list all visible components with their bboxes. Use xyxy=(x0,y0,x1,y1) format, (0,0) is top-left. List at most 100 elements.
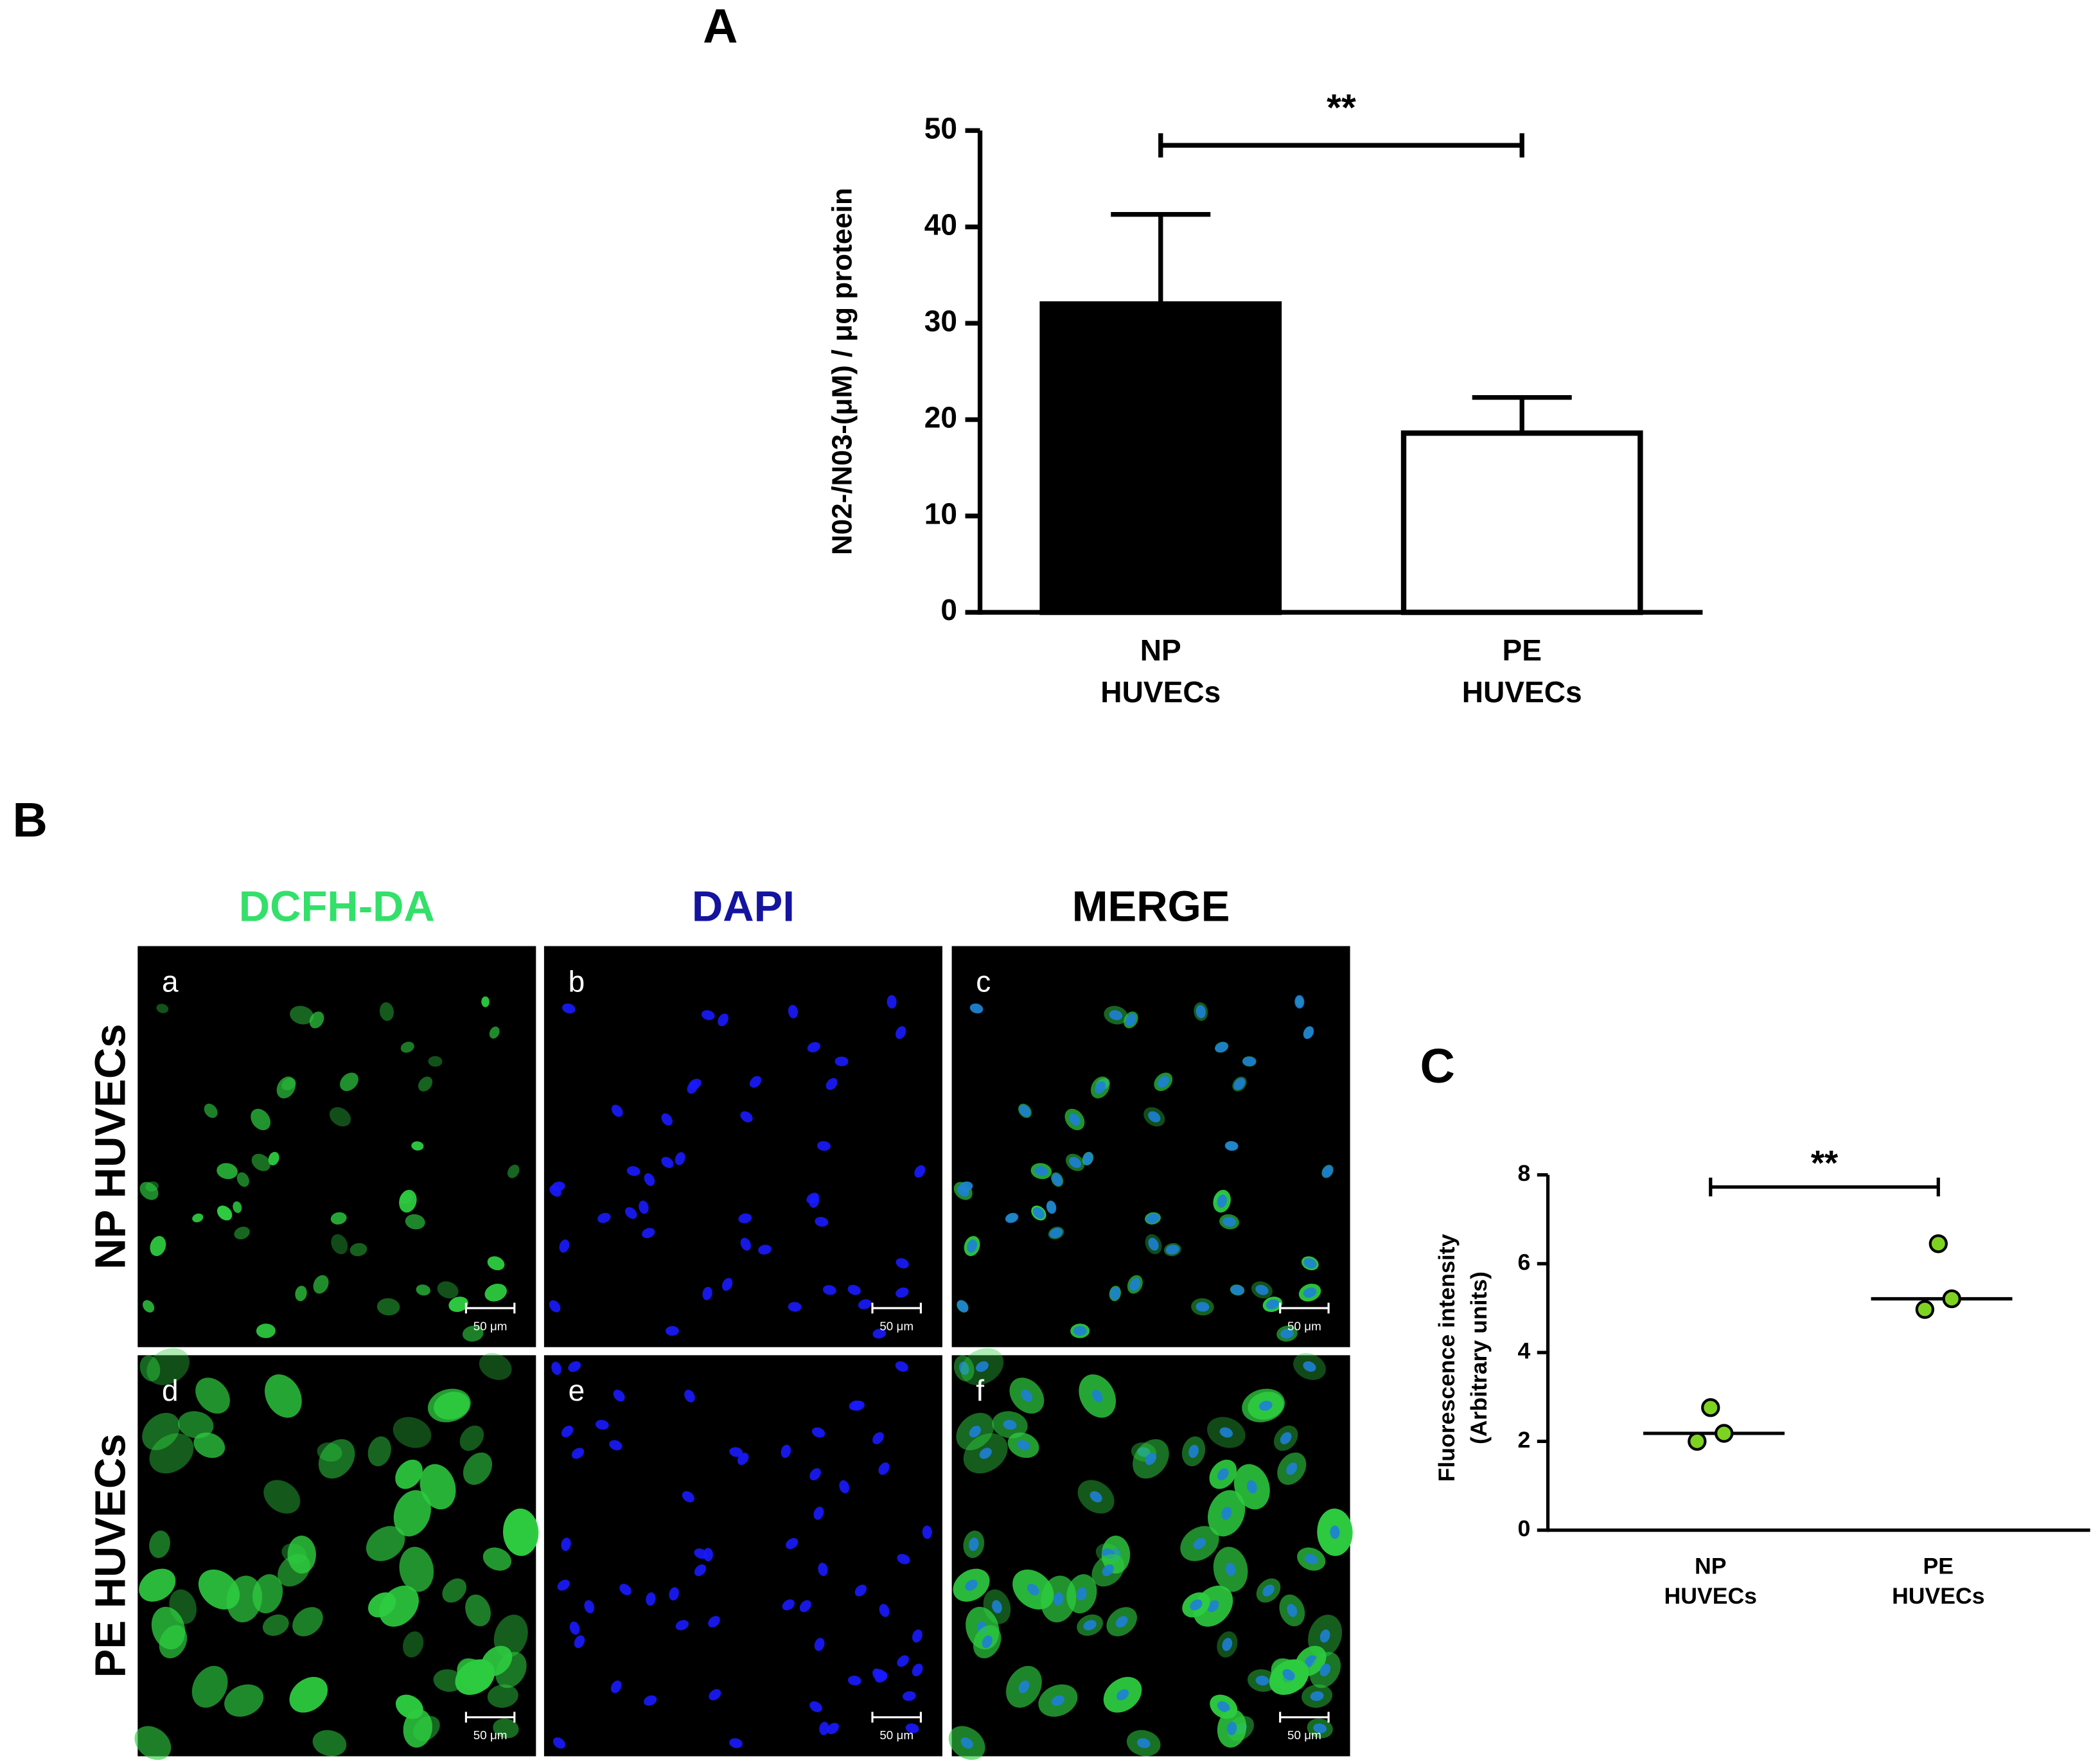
cell-nucleus xyxy=(694,1548,707,1559)
bar xyxy=(1039,301,1282,616)
scale-bar-label: 50 μm xyxy=(1287,1319,1321,1333)
cell-nucleus xyxy=(912,1629,922,1643)
cell-nucleus xyxy=(1049,1228,1063,1239)
cell-cytoplasm xyxy=(142,1413,180,1451)
cell-nucleus xyxy=(675,1620,689,1631)
cell-nucleus xyxy=(1148,1111,1161,1122)
cell-nucleus xyxy=(737,1453,749,1466)
cell-nucleus xyxy=(644,1695,657,1706)
cell-cytoplasm xyxy=(263,1480,301,1514)
cell-nucleus xyxy=(825,1077,838,1090)
image-letter: a xyxy=(162,964,179,998)
y-axis-label: (Arbitrary units) xyxy=(1466,1271,1492,1444)
cell-nucleus xyxy=(897,1655,909,1667)
cell-nucleus xyxy=(574,1635,585,1649)
cell-nucleus xyxy=(879,1604,890,1617)
cell-cytoplasm xyxy=(146,1348,190,1385)
cell-nucleus xyxy=(896,1026,906,1040)
cell-nucleus xyxy=(718,1013,728,1027)
cell-nucleus xyxy=(609,1440,622,1451)
scale-bar-label: 50 μm xyxy=(1287,1728,1321,1742)
micrograph: a 50 μm xyxy=(137,946,536,1347)
image-background xyxy=(543,946,942,1347)
cell-cytoplasm xyxy=(367,1592,396,1618)
cell-cytoplasm xyxy=(379,1002,394,1022)
cell-cytoplasm xyxy=(295,1286,307,1302)
cell-nucleus xyxy=(619,1584,631,1595)
cell-nucleus xyxy=(561,1537,571,1551)
panel-label: A xyxy=(703,0,737,53)
cell-nucleus xyxy=(834,1056,849,1067)
cell-nucleus xyxy=(1282,1669,1295,1681)
cell-nucleus xyxy=(969,1003,984,1014)
x-tick-label: HUVECs xyxy=(1100,675,1221,709)
cell-nucleus xyxy=(568,1361,581,1372)
cell-nucleus xyxy=(960,1737,973,1749)
cell-nucleus xyxy=(661,1113,673,1126)
cell-nucleus xyxy=(982,1635,993,1649)
cell-nucleus xyxy=(1255,1676,1269,1686)
cell-nucleus xyxy=(1222,1216,1236,1227)
cell-nucleus xyxy=(959,1182,973,1192)
cell-cytoplasm xyxy=(318,1439,355,1479)
cell-nucleus xyxy=(1313,1723,1327,1733)
cell-nucleus xyxy=(610,1680,622,1694)
cell-nucleus xyxy=(1083,1620,1097,1631)
cell-nucleus xyxy=(758,1245,772,1255)
bar xyxy=(1400,430,1643,616)
cell-cytoplasm xyxy=(150,1236,166,1257)
y-axis-label: Fluorescence intensity xyxy=(1434,1234,1460,1482)
cell-nucleus xyxy=(887,995,897,1009)
cell-nucleus xyxy=(896,1258,909,1269)
image-letter: f xyxy=(976,1374,984,1407)
cell-nucleus xyxy=(1242,1056,1257,1067)
cell-cytoplasm xyxy=(462,1325,484,1342)
cell-nucleus xyxy=(827,1723,840,1735)
cell-nucleus xyxy=(1217,1194,1227,1208)
cell-cytoplasm xyxy=(448,1297,468,1313)
cell-nucleus xyxy=(1052,1173,1063,1186)
cell-cytoplasm xyxy=(191,1665,228,1708)
cell-nucleus xyxy=(1221,1507,1232,1520)
cell-nucleus xyxy=(1069,1113,1081,1126)
cell-nucleus xyxy=(1303,1287,1317,1298)
cell-nucleus xyxy=(1102,1564,1114,1577)
image-letter: e xyxy=(569,1374,585,1407)
cell-nucleus xyxy=(922,1525,932,1539)
significance-bracket xyxy=(1709,1177,1940,1197)
cell-nucleus xyxy=(1303,1026,1314,1040)
cell-nucleus xyxy=(551,1361,561,1376)
row-label: NP HUVECs xyxy=(86,1023,134,1269)
cell-nucleus xyxy=(557,1579,570,1591)
data-point xyxy=(1715,1424,1734,1443)
cell-nucleus xyxy=(1280,1432,1292,1444)
scale-bar-label: 50 μm xyxy=(879,1319,913,1333)
cell-nucleus xyxy=(569,1621,580,1635)
cell-nucleus xyxy=(625,1207,637,1219)
cell-nucleus xyxy=(729,1738,743,1748)
cell-nucleus xyxy=(1136,1738,1151,1748)
cell-nucleus xyxy=(684,1389,695,1403)
cell-cytoplasm xyxy=(493,1615,528,1658)
cell-cytoplasm xyxy=(233,1201,242,1213)
cell-nucleus xyxy=(1230,1285,1244,1295)
cell-nucleus xyxy=(1082,1152,1093,1165)
cell-cytoplasm xyxy=(193,1432,225,1458)
cell-cytoplasm xyxy=(463,1452,493,1485)
data-point xyxy=(1915,1300,1935,1319)
cell-nucleus xyxy=(1310,1691,1324,1701)
cell-cytoplasm xyxy=(340,1072,358,1092)
scale-bar xyxy=(871,1302,922,1314)
row-label: PE HUVECs xyxy=(86,1433,134,1678)
cell-cytoplasm xyxy=(159,1625,188,1659)
x-tick-label: PE xyxy=(1923,1554,1954,1579)
cell-nucleus xyxy=(858,1299,872,1309)
cell-cytoplasm xyxy=(331,1234,348,1255)
cell-nucleus xyxy=(807,1041,821,1052)
cell-nucleus xyxy=(817,1140,831,1151)
scale-bar xyxy=(1279,1712,1330,1723)
data-point xyxy=(1942,1289,1961,1309)
cell-cytoplasm xyxy=(481,996,490,1007)
cell-nucleus xyxy=(809,1701,822,1712)
cell-nucleus xyxy=(1226,1721,1237,1735)
